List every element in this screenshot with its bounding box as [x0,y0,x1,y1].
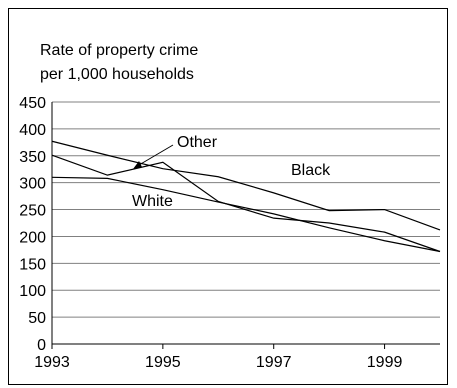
y-tick-label: 250 [19,203,46,220]
x-tick-label: 1999 [367,354,403,371]
series-line-white [51,176,441,253]
other-pointer-arrowhead [133,161,142,169]
y-tick-label: 100 [19,283,46,300]
y-tick-label: 150 [19,256,46,273]
y-axis-title-line-2: per 1,000 households [40,66,194,83]
y-tick-label: 300 [19,176,46,193]
chart-frame [8,8,448,385]
y-tick-label: 350 [19,149,46,166]
y-tick-label: 50 [28,310,46,327]
x-tick-label: 1993 [34,354,70,371]
x-tick-label: 1995 [145,354,181,371]
y-axis-title-line-1: Rate of property crime [40,42,198,59]
y-tick-label: 200 [19,229,46,246]
series-line-other [51,154,441,253]
y-tick-label: 0 [37,337,46,354]
y-tick-label: 450 [19,95,46,112]
series-label-other: Other [177,134,218,151]
series-label-white: White [132,193,173,210]
series-line-black [51,140,441,231]
y-tick-label: 400 [19,122,46,139]
x-tick-label: 1997 [256,354,292,371]
series-label-black: Black [291,162,331,179]
other-pointer-line [138,144,174,166]
